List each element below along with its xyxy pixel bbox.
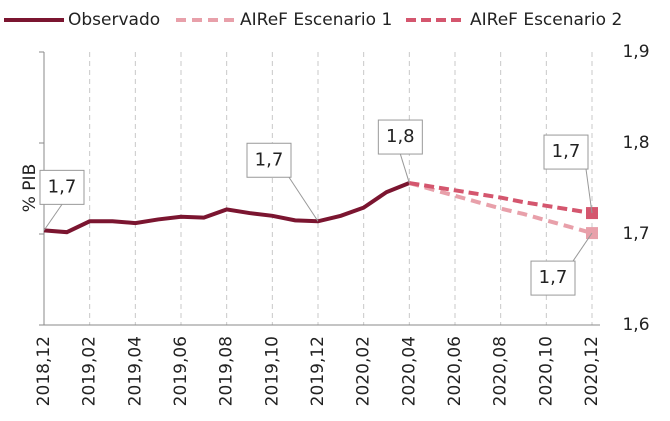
x-tick-label: 2019,04 bbox=[125, 336, 145, 406]
x-tick-label: 2019,08 bbox=[217, 336, 237, 406]
y-axis-label: % PIB bbox=[20, 164, 40, 213]
x-tick-label: 2019,06 bbox=[171, 336, 191, 406]
x-tick-label: 2020,06 bbox=[445, 336, 465, 406]
x-tick-label: 2018,12 bbox=[34, 336, 54, 406]
y-tick-label: 1,7 bbox=[622, 224, 649, 244]
y-tick-label: 1,6 bbox=[622, 315, 649, 335]
x-tick-label: 2020,12 bbox=[582, 336, 602, 406]
data-label: 1,8 bbox=[386, 126, 415, 147]
x-tick-label: 2019,10 bbox=[262, 336, 282, 406]
label-box bbox=[543, 134, 589, 170]
data-label: 1,7 bbox=[552, 141, 581, 162]
legend-label: AIReF Escenario 2 bbox=[470, 10, 622, 30]
label-box bbox=[246, 142, 292, 178]
line-series bbox=[409, 181, 593, 216]
y-tick-label: 1,9 bbox=[622, 42, 649, 62]
y-tick-label: 1,8 bbox=[622, 133, 649, 153]
x-tick-label: 2020,04 bbox=[399, 336, 419, 406]
data-label: 1,7 bbox=[539, 267, 568, 288]
leader-line bbox=[585, 169, 593, 214]
x-tick-label: 2020,08 bbox=[491, 336, 511, 406]
legend-label: AIReF Escenario 1 bbox=[240, 10, 392, 30]
label-box bbox=[377, 119, 423, 155]
x-tick-label: 2019,02 bbox=[80, 336, 100, 406]
label-box bbox=[530, 260, 576, 296]
data-label: 1,7 bbox=[48, 176, 77, 197]
data-label: 1,7 bbox=[255, 149, 284, 170]
x-tick-label: 2020,10 bbox=[536, 336, 556, 406]
leader-line bbox=[288, 176, 319, 222]
label-box bbox=[39, 169, 85, 205]
line-series bbox=[43, 181, 411, 235]
leader-line bbox=[399, 153, 410, 184]
x-tick-label: 2019,12 bbox=[308, 336, 328, 406]
leader-line bbox=[43, 204, 63, 231]
x-tick-label: 2020,02 bbox=[354, 336, 374, 406]
legend-label: Observado bbox=[68, 10, 160, 30]
leader-line bbox=[572, 232, 593, 262]
